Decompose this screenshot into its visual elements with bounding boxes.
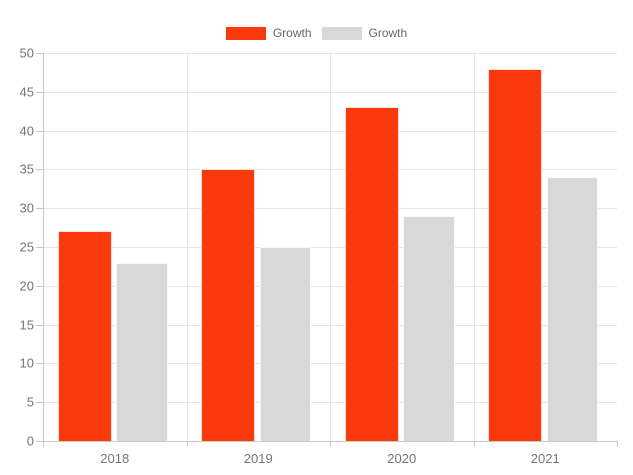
x-axis-category-label: 2019 bbox=[243, 451, 273, 466]
y-axis-tick bbox=[36, 285, 43, 287]
y-axis-tick-label: 0 bbox=[26, 433, 34, 449]
y-axis-tick-label: 15 bbox=[19, 317, 34, 333]
bar-series2-2018[interactable] bbox=[116, 262, 168, 441]
y-axis-tick bbox=[36, 130, 43, 132]
x-gridline bbox=[330, 53, 331, 441]
bar-series1-2018[interactable] bbox=[57, 231, 112, 441]
legend-label-series2: Growth bbox=[368, 26, 408, 40]
y-axis-tick bbox=[36, 208, 43, 210]
y-axis-tick bbox=[36, 91, 43, 93]
y-axis-tick-label: 35 bbox=[19, 161, 34, 177]
x-axis-category-label: 2021 bbox=[530, 451, 560, 466]
y-axis-tick bbox=[36, 441, 43, 442]
y-axis-tick-label: 10 bbox=[19, 355, 34, 371]
bar-series2-2019[interactable] bbox=[259, 247, 312, 441]
y-axis-tick-label: 5 bbox=[26, 394, 34, 410]
x-axis-category-label: 2018 bbox=[100, 451, 130, 466]
legend-item-series2[interactable]: Growth bbox=[321, 26, 408, 40]
x-axis-category-label: 2020 bbox=[387, 451, 417, 466]
x-gridline bbox=[473, 53, 475, 441]
x-gridline bbox=[186, 53, 188, 441]
legend-label-series1: Growth bbox=[272, 26, 312, 40]
y-axis-tick bbox=[36, 324, 43, 326]
y-axis-tick-label: 20 bbox=[19, 278, 34, 294]
bar-series2-2020[interactable] bbox=[403, 215, 455, 441]
x-axis-tick bbox=[473, 441, 475, 447]
y-axis-tick-label: 40 bbox=[19, 123, 34, 139]
plot-area bbox=[43, 53, 617, 441]
legend: Growth Growth bbox=[0, 26, 633, 40]
y-axis-tick-label: 30 bbox=[19, 200, 34, 216]
y-axis-tick bbox=[36, 402, 43, 404]
y-axis-tick bbox=[36, 247, 43, 248]
y-axis-tick-label: 45 bbox=[19, 84, 34, 100]
x-axis-tick bbox=[43, 441, 44, 447]
y-axis-tick bbox=[36, 363, 43, 365]
bar-series1-2019[interactable] bbox=[201, 169, 256, 441]
bar-series1-2021[interactable] bbox=[488, 68, 543, 441]
bar-series2-2021[interactable] bbox=[546, 177, 599, 441]
legend-item-series1[interactable]: Growth bbox=[225, 26, 312, 40]
x-axis-tick bbox=[186, 441, 188, 447]
y-axis-tick bbox=[36, 53, 43, 54]
y-axis-tick-label: 50 bbox=[19, 45, 34, 61]
y-axis-tick-label: 25 bbox=[19, 239, 34, 255]
y-axis-tick bbox=[36, 169, 43, 171]
bar-series1-2020[interactable] bbox=[344, 107, 399, 441]
y-axis-line bbox=[43, 53, 44, 446]
x-axis-tick bbox=[617, 441, 618, 447]
legend-swatch-series2 bbox=[321, 26, 362, 40]
x-axis-tick bbox=[330, 441, 331, 447]
legend-swatch-series1 bbox=[225, 26, 266, 40]
